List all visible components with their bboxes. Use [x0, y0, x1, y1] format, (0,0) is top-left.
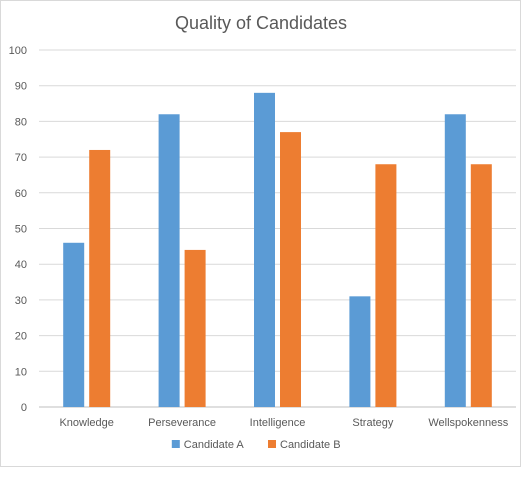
x-tick-label: Knowledge	[59, 417, 113, 429]
y-tick-label: 90	[15, 81, 27, 93]
bar-candidate-b-strategy	[375, 164, 397, 407]
bar-candidate-b-intelligence	[280, 132, 301, 408]
legend-label: Candidate B	[280, 439, 341, 451]
y-tick-label: 50	[15, 224, 27, 236]
y-tick-label: 20	[15, 331, 27, 343]
y-tick-label: 10	[15, 366, 27, 378]
legend-swatch	[268, 440, 276, 448]
chart-title: Quality of Candidates	[175, 13, 347, 33]
y-tick-label: 70	[15, 152, 27, 164]
bar-candidate-a-knowledge	[63, 242, 85, 407]
legend-swatch	[171, 440, 180, 448]
y-tick-label: 80	[15, 116, 27, 128]
x-axis: Knowledge Perseverance Intelligence Strateg…	[59, 417, 508, 429]
x-tick-label: Intelligence	[250, 417, 306, 429]
bar-candidate-a-strategy	[349, 296, 371, 407]
bar-candidate-a-wellspokenness	[444, 114, 466, 407]
chart-frame: Quality of Candidates 0 10 20 30 40 50 60 70 80 9…	[0, 0, 521, 467]
y-tick-label: 100	[9, 45, 27, 57]
y-tick-label: 0	[21, 402, 27, 414]
bars	[63, 92, 492, 408]
bar-candidate-a-intelligence	[254, 92, 275, 407]
legend-label: Candidate A	[184, 439, 245, 451]
bar-candidate-b-perseverance	[184, 249, 206, 407]
x-tick-label: Wellspokenness	[428, 417, 508, 429]
bar-candidate-a-perseverance	[158, 114, 180, 407]
y-tick-label: 40	[15, 259, 27, 271]
y-tick-label: 60	[15, 188, 27, 200]
y-axis: 0 10 20 30 40 50 60 70 80 90 100	[9, 45, 27, 414]
bar-candidate-b-wellspokenness	[470, 164, 492, 407]
x-tick-label: Strategy	[352, 417, 393, 429]
x-tick-label: Perseverance	[148, 417, 216, 429]
y-tick-label: 30	[15, 295, 27, 307]
bar-candidate-b-knowledge	[89, 149, 111, 407]
legend: Candidate A Candidate B	[171, 439, 341, 451]
gridlines	[39, 49, 516, 408]
